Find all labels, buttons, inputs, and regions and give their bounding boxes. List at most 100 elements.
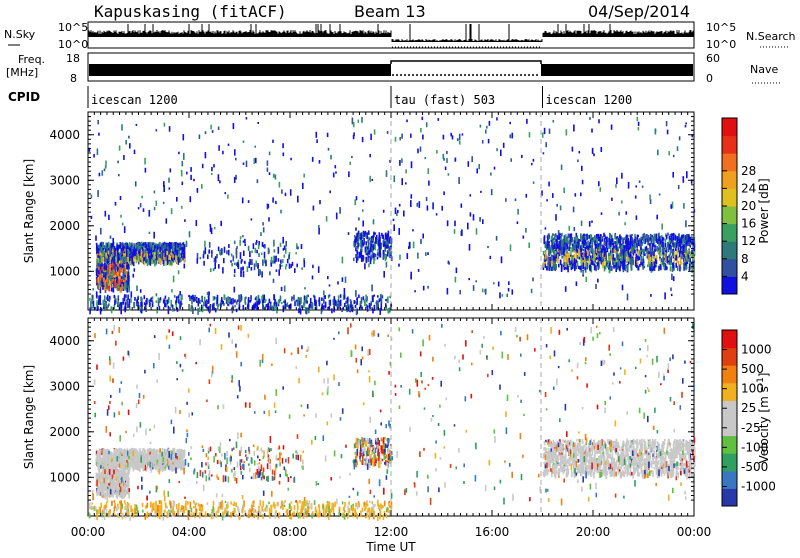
scatter-cell bbox=[606, 246, 608, 249]
scatter-cell bbox=[548, 234, 550, 241]
colorbar-tick-label: 24 bbox=[741, 181, 756, 195]
scatter-cell bbox=[642, 263, 644, 266]
scatter-cell bbox=[592, 248, 594, 252]
cpid-segment-label: tau (fast) 503 bbox=[394, 93, 495, 107]
scatter-cell bbox=[574, 258, 576, 264]
scatter-cell bbox=[550, 262, 552, 267]
date-title: 04/Sep/2014 bbox=[588, 2, 690, 21]
scatter-cell bbox=[326, 216, 328, 222]
scatter-cell bbox=[388, 247, 390, 251]
scatter-cell bbox=[589, 258, 591, 265]
scatter-cell bbox=[673, 155, 675, 157]
scatter-cell bbox=[569, 234, 571, 238]
scatter-cell bbox=[121, 243, 123, 246]
scatter-cell bbox=[593, 153, 595, 156]
scatter-cell bbox=[446, 151, 448, 154]
nsky-tick-top: 10^5 bbox=[58, 21, 88, 34]
scatter-cell bbox=[484, 289, 486, 292]
scatter-cell bbox=[399, 160, 401, 166]
scatter-cell bbox=[256, 250, 258, 254]
scatter-cell bbox=[98, 250, 100, 254]
scatter-cell bbox=[613, 243, 615, 247]
scatter-cell bbox=[268, 204, 270, 208]
scatter-cell bbox=[99, 270, 101, 275]
scatter-cell bbox=[379, 245, 381, 248]
scatter-cell bbox=[172, 304, 174, 307]
scatter-cell bbox=[202, 164, 204, 168]
scatter-cell bbox=[136, 254, 138, 260]
scatter-cell bbox=[139, 448, 141, 452]
scatter-cell bbox=[548, 265, 550, 271]
scatter-cell bbox=[191, 296, 193, 300]
scatter-cell bbox=[253, 243, 255, 249]
scatter-cell bbox=[608, 256, 610, 261]
scatter-cell bbox=[361, 258, 363, 263]
scatter-cell bbox=[129, 252, 131, 255]
scatter-cell bbox=[428, 168, 430, 174]
scatter-cell bbox=[100, 228, 102, 235]
scatter-cell bbox=[612, 262, 614, 264]
scatter-cell bbox=[335, 165, 337, 168]
scatter-cell bbox=[110, 452, 112, 455]
scatter-cell bbox=[374, 129, 376, 134]
scatter-cell bbox=[662, 252, 664, 254]
scatter-cell bbox=[286, 264, 288, 266]
scatter-cell bbox=[248, 262, 250, 268]
scatter-cell bbox=[105, 161, 107, 165]
scatter-cell bbox=[127, 257, 129, 262]
scatter-cell bbox=[121, 284, 123, 288]
scatter-cell bbox=[112, 249, 114, 252]
scatter-cell bbox=[418, 269, 420, 272]
scatter-cell bbox=[642, 258, 644, 263]
scatter-cell bbox=[385, 240, 387, 245]
scatter-cell bbox=[230, 299, 232, 305]
scatter-cell bbox=[360, 234, 362, 240]
scatter-cell bbox=[296, 243, 298, 249]
scatter-cell bbox=[203, 261, 205, 266]
scatter-cell bbox=[304, 287, 306, 289]
scatter-cell bbox=[647, 255, 649, 258]
scatter-cell bbox=[397, 210, 399, 213]
scatter-cell bbox=[258, 295, 260, 299]
scatter-cell bbox=[243, 251, 245, 257]
scatter-cell bbox=[272, 197, 274, 202]
scatter-cell bbox=[298, 308, 300, 313]
scatter-cell bbox=[648, 254, 650, 257]
scatter-cell bbox=[312, 157, 314, 162]
scatter-cell bbox=[210, 268, 212, 272]
scatter-cell bbox=[526, 194, 528, 198]
scatter-cell bbox=[427, 205, 429, 210]
scatter-cell bbox=[124, 268, 126, 273]
scatter-cell bbox=[149, 260, 151, 265]
scatter-cell bbox=[627, 238, 629, 245]
scatter-cell bbox=[366, 250, 368, 254]
scatter-cell bbox=[551, 236, 553, 240]
scatter-cell bbox=[190, 167, 192, 172]
scatter-cell bbox=[591, 260, 593, 265]
scatter-cell bbox=[361, 307, 363, 310]
scatter-cell bbox=[245, 297, 247, 300]
scatter-cell bbox=[330, 155, 332, 160]
scatter-cell bbox=[343, 307, 345, 310]
scatter-cell bbox=[594, 265, 596, 271]
scatter-cell bbox=[105, 253, 107, 257]
scatter-cell bbox=[178, 152, 180, 155]
scatter-cell bbox=[333, 299, 335, 305]
scatter-cell bbox=[168, 248, 170, 255]
scatter-cell bbox=[275, 201, 277, 204]
scatter-cell bbox=[615, 184, 617, 188]
scatter-cell bbox=[411, 194, 413, 199]
scatter-cell bbox=[156, 293, 158, 296]
scatter-cell bbox=[677, 236, 679, 242]
scatter-cell bbox=[603, 242, 605, 244]
scatter-cell bbox=[98, 277, 100, 280]
scatter-cell bbox=[181, 170, 183, 177]
scatter-cell bbox=[190, 308, 192, 311]
scatter-cell bbox=[227, 195, 229, 199]
scatter-cell bbox=[653, 237, 655, 244]
scatter-cell bbox=[461, 229, 463, 235]
scatter-cell bbox=[640, 244, 642, 247]
scatter-cell bbox=[211, 173, 213, 175]
scatter-cell bbox=[119, 146, 121, 151]
scatter-cell bbox=[340, 294, 342, 298]
